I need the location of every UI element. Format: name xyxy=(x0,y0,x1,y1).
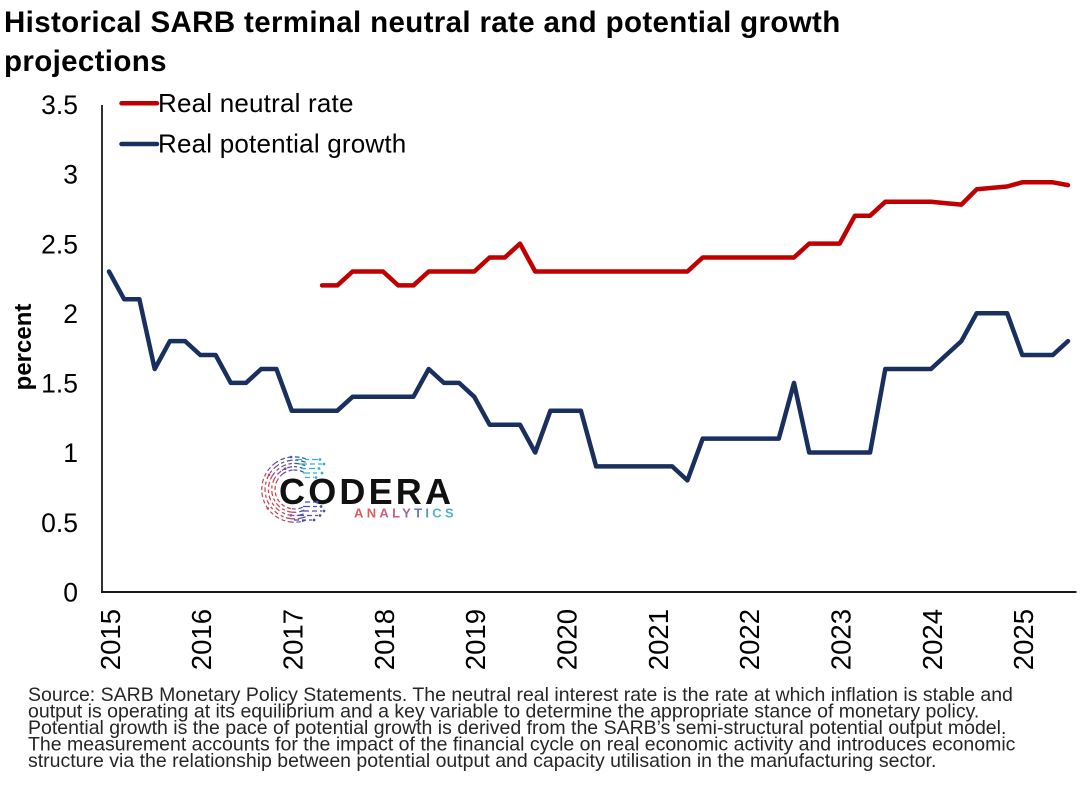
svg-text:projections: projections xyxy=(4,45,167,78)
svg-text:2016: 2016 xyxy=(186,609,217,670)
svg-text:2: 2 xyxy=(63,299,78,329)
svg-text:percent: percent xyxy=(10,304,37,391)
svg-text:Historical SARB terminal neutr: Historical SARB terminal neutral rate an… xyxy=(4,6,841,39)
svg-text:1: 1 xyxy=(63,438,78,468)
svg-text:2.5: 2.5 xyxy=(41,229,78,259)
svg-text:The measurement accounts for t: The measurement accounts for the impact … xyxy=(28,734,1016,756)
svg-text:output is operating at its equ: output is operating at its equilibrium a… xyxy=(28,701,979,723)
svg-text:structure via the relationship: structure via the relationship between p… xyxy=(28,750,936,772)
svg-text:Potential growth is the pace o: Potential growth is the pace of potentia… xyxy=(28,717,1006,739)
svg-text:3: 3 xyxy=(63,160,78,190)
svg-text:2019: 2019 xyxy=(460,609,491,670)
svg-text:Real potential growth: Real potential growth xyxy=(158,128,406,158)
svg-text:2021: 2021 xyxy=(643,609,674,670)
svg-text:2023: 2023 xyxy=(826,609,857,670)
svg-text:1.5: 1.5 xyxy=(41,369,78,399)
svg-text:0: 0 xyxy=(63,578,78,608)
svg-text:0.5: 0.5 xyxy=(41,508,78,538)
svg-text:2017: 2017 xyxy=(278,609,309,670)
svg-text:2025: 2025 xyxy=(1008,609,1039,670)
svg-text:2015: 2015 xyxy=(95,609,126,670)
svg-text:2022: 2022 xyxy=(734,609,765,670)
svg-text:2020: 2020 xyxy=(552,609,583,670)
svg-text:Source: SARB Monetary Policy S: Source: SARB Monetary Policy Statements.… xyxy=(28,684,1013,706)
svg-text:3.5: 3.5 xyxy=(41,90,78,120)
svg-text:2024: 2024 xyxy=(917,609,948,670)
svg-text:ANALYTICS: ANALYTICS xyxy=(354,506,457,521)
svg-text:Real neutral rate: Real neutral rate xyxy=(158,88,354,118)
svg-text:2018: 2018 xyxy=(369,609,400,670)
